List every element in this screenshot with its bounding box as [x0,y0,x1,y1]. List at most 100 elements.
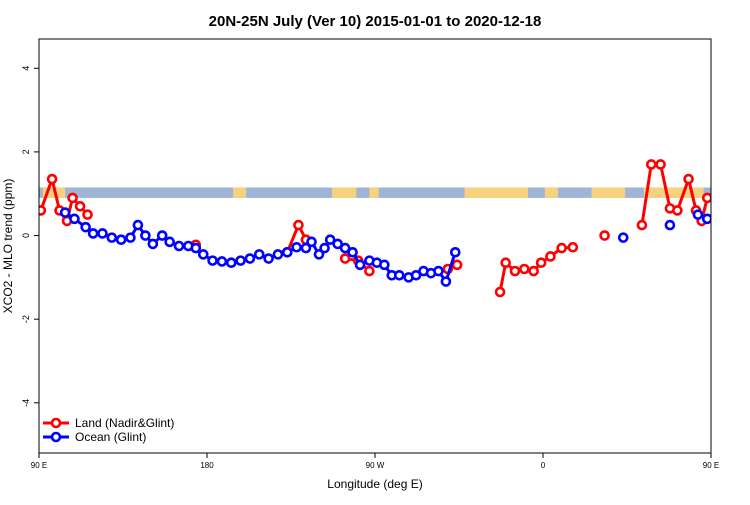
y-axis-label: XCO2 - MLO trend (ppm) [1,179,15,314]
data-point [379,259,390,271]
data-point [190,242,202,254]
data-point [500,257,511,269]
data-point [164,236,175,248]
axis-layer: -4 -2 0 2 4 90 E 180 90 W 0 90 E [21,66,719,470]
data-point [300,242,312,254]
data-point [433,265,444,277]
x-tick-label: 180 [200,461,214,470]
data-point [494,286,506,298]
data-point [225,257,237,269]
data-point [339,253,351,264]
data-point [156,230,168,241]
data-point [528,265,539,277]
x-axis-label: Longitude (deg E) [327,477,422,491]
data-point [69,213,80,225]
data-point [364,265,375,277]
data-point [272,249,284,260]
data-point [87,228,99,239]
legend: Land (Nadir&Glint) Ocean (Glint) [43,416,174,444]
data-point [74,200,86,212]
series-layer [39,159,711,298]
y-tick-label: -4 [21,399,31,407]
data-point [291,241,302,253]
legend-item-land: Land (Nadir&Glint) [43,416,174,430]
data-point [115,234,127,246]
data-point [692,209,704,220]
data-point [319,242,330,254]
legend-label-ocean: Ocean (Glint) [75,430,146,444]
land-patch [464,187,529,198]
data-point [347,246,358,258]
map-strip [39,187,711,198]
y-tick-label: 4 [21,66,31,71]
data-point [449,246,461,258]
data-point [46,173,58,185]
data-point [263,253,274,264]
data-point [519,263,530,275]
data-point [125,232,136,243]
data-point [106,232,118,243]
data-point [683,173,694,185]
legend-item-ocean: Ocean (Glint) [43,430,146,444]
data-point [281,246,293,258]
data-point [617,232,629,243]
data-point [332,238,343,250]
data-point [147,238,159,250]
data-point [244,253,256,264]
data-point [39,205,47,216]
data-point [253,249,265,260]
chart-title: 20N-25N July (Ver 10) 2015-01-01 to 2020… [209,13,542,30]
data-point [393,269,405,281]
land-patch [332,187,357,198]
data-point [82,209,93,220]
data-point [216,256,228,267]
data-point [556,242,567,254]
land-patch [591,187,626,198]
land-patch [544,187,558,198]
data-point [59,207,71,218]
plot-frame [38,38,712,454]
land-patch [369,187,379,198]
data-point [410,269,422,281]
data-point [132,219,144,231]
data-point [701,192,711,204]
x-tick-label: 0 [541,461,546,470]
data-point [140,230,151,241]
y-tick-label: -2 [21,315,31,323]
data-point [339,242,351,254]
data-point [655,159,666,170]
data-point [324,234,336,246]
data-point [664,219,676,231]
data-point [67,192,78,204]
data-point [207,255,218,266]
data-point [645,159,657,170]
data-point [235,255,246,266]
y-tick-label: 0 [21,233,31,238]
data-point [636,219,648,231]
land-patch [233,187,247,198]
data-point [599,230,610,241]
data-point [197,249,209,260]
data-point [701,213,711,225]
data-point [306,236,317,248]
data-point [293,219,304,231]
data-point [451,259,463,271]
land-patch [643,187,704,198]
x-tick-label: 90 E [703,461,719,470]
legend-label-land: Land (Nadir&Glint) [75,416,174,430]
data-point [672,205,683,216]
data-point [354,259,366,271]
data-point [313,249,325,260]
x-tick-label: 90 W [366,461,385,470]
data-point [173,240,185,252]
data-point [567,241,579,253]
y-tick-label: 2 [21,149,31,154]
data-point [535,257,547,269]
data-point [440,276,452,287]
series-ocean [59,207,711,287]
data-point [80,221,91,233]
data-point [545,251,556,262]
data-point [509,265,521,277]
